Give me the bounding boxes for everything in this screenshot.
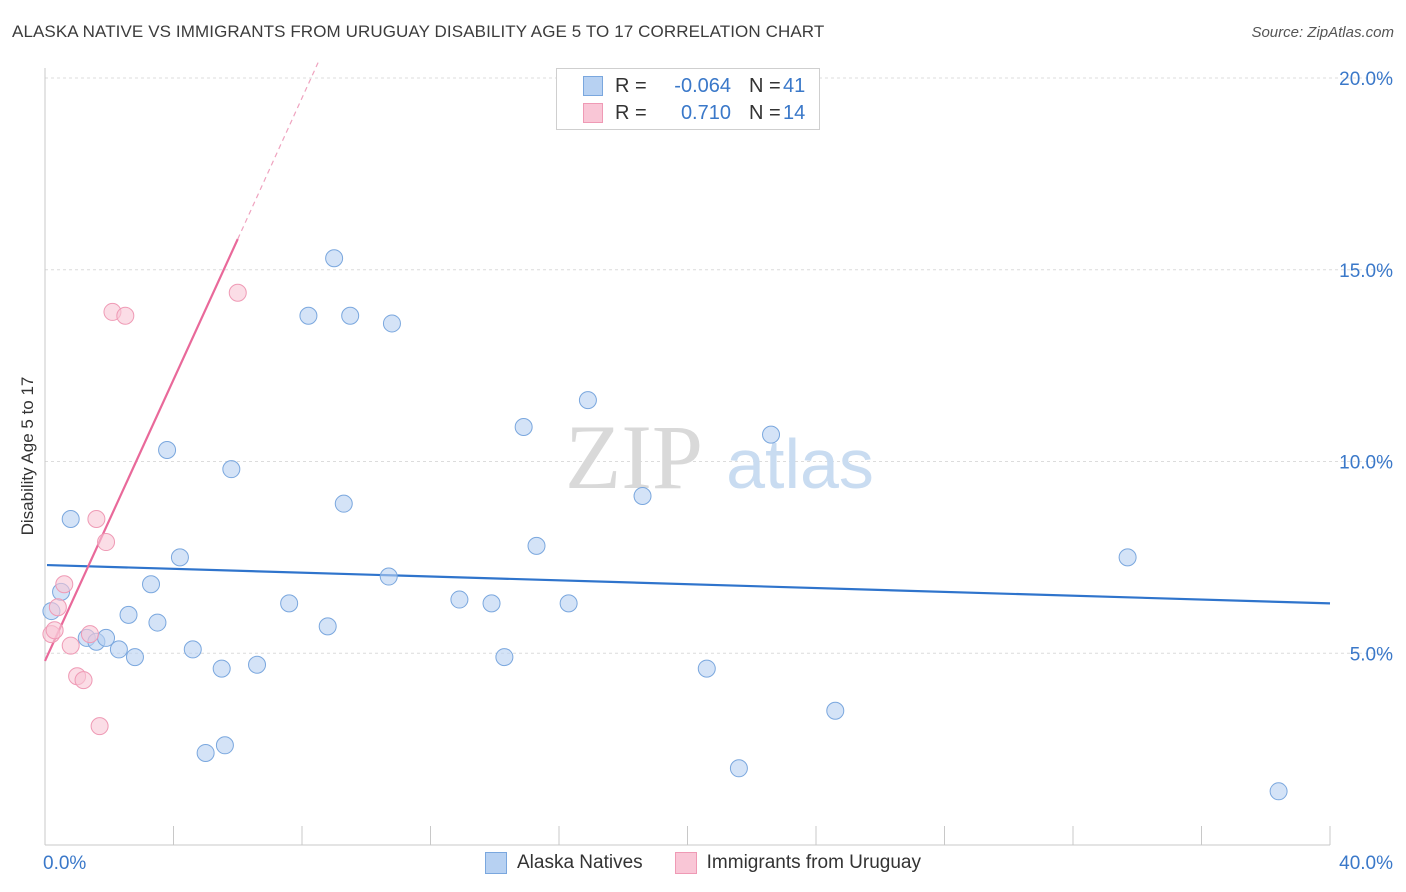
point-alaska [248, 655, 267, 674]
point-alaska [215, 736, 234, 755]
point-alaska [379, 567, 398, 586]
point-alaska [61, 510, 80, 529]
legend-label-uruguay: Immigrants from Uruguay [706, 852, 921, 873]
point-alaska [125, 648, 144, 667]
point-alaska [729, 759, 748, 778]
point-alaska [482, 594, 501, 613]
legend-row-alaska: R = -0.064 N = 41 [557, 74, 805, 98]
point-alaska [495, 648, 514, 667]
point-uruguay [61, 636, 80, 655]
point-alaska [142, 575, 161, 594]
trend-lines [43, 62, 1331, 662]
point-alaska [826, 701, 845, 720]
legend-swatch-alaska [583, 76, 603, 96]
series-legend: Alaska Natives Immigrants from Uruguay [0, 852, 1406, 874]
legend-r-label: R = [615, 101, 647, 124]
legend-item-alaska: Alaska Natives [484, 852, 643, 874]
point-alaska [450, 590, 469, 609]
y-tick-label: 10.0% [1339, 453, 1393, 474]
point-alaska [559, 594, 578, 613]
point-uruguay [97, 533, 116, 552]
point-alaska [341, 306, 360, 325]
y-tick-label: 5.0% [1350, 644, 1393, 665]
point-uruguay [74, 671, 93, 690]
source-label: Source: ZipAtlas.com [1251, 24, 1394, 41]
legend-r-value: -0.064 [674, 74, 731, 97]
point-uruguay [228, 283, 247, 302]
legend-n-label: N = [749, 74, 781, 97]
point-uruguay [48, 598, 67, 617]
point-alaska [1269, 782, 1288, 801]
point-uruguay [116, 306, 135, 325]
data-points [42, 249, 1288, 801]
legend-swatch-alaska [484, 852, 507, 874]
point-alaska [158, 440, 177, 459]
trend-line-alaska [46, 563, 1331, 605]
point-alaska [109, 640, 128, 659]
y-tick-label: 20.0% [1339, 69, 1393, 90]
legend-r-label: R = [615, 74, 647, 97]
watermark-zip: ZIP [565, 406, 703, 508]
correlation-legend: R = -0.064 N = 41 R = 0.710 N = 14 [556, 68, 820, 130]
point-alaska [697, 659, 716, 678]
watermark-atlas: atlas [726, 425, 874, 503]
legend-r-value: 0.710 [680, 101, 731, 124]
axes [44, 68, 1331, 846]
legend-swatch-uruguay [674, 852, 697, 874]
point-alaska [578, 391, 597, 410]
point-uruguay [90, 717, 109, 736]
point-alaska [170, 548, 189, 567]
legend-label-alaska: Alaska Natives [516, 852, 643, 873]
point-uruguay [45, 621, 64, 640]
point-alaska [633, 487, 652, 506]
chart-title: ALASKA NATIVE VS IMMIGRANTS FROM URUGUAY… [12, 22, 825, 41]
point-alaska [1118, 548, 1137, 567]
point-alaska [212, 659, 231, 678]
point-alaska [762, 425, 781, 444]
trend-line-uruguay [43, 238, 239, 662]
point-alaska [196, 743, 215, 762]
point-alaska [148, 613, 167, 632]
legend-n-label: N = [749, 101, 781, 124]
point-alaska [119, 605, 138, 624]
legend-swatch-uruguay [583, 103, 603, 123]
y-tick-label: 15.0% [1339, 261, 1393, 282]
tick-labels: 5.0% 10.0% 15.0% 20.0% 0.0% 40.0% [43, 69, 1393, 874]
point-alaska [318, 617, 337, 636]
point-alaska [183, 640, 202, 659]
x-tick-label: 40.0% [1339, 853, 1393, 874]
point-alaska [299, 306, 318, 325]
point-alaska [514, 417, 533, 436]
point-alaska [325, 249, 344, 268]
legend-row-uruguay: R = 0.710 N = 14 [557, 101, 805, 125]
legend-item-uruguay: Immigrants from Uruguay [674, 852, 921, 874]
x-tick-label: 0.0% [43, 853, 86, 874]
point-alaska [382, 314, 401, 333]
point-alaska [334, 494, 353, 513]
point-uruguay [87, 510, 106, 529]
point-uruguay [55, 575, 74, 594]
grid-lines [45, 77, 1392, 654]
legend-n-value: 41 [783, 74, 806, 97]
point-alaska [527, 536, 546, 555]
point-alaska [222, 460, 241, 479]
legend-n-value: 14 [783, 101, 806, 124]
point-uruguay [80, 625, 99, 644]
point-alaska [280, 594, 299, 613]
trend-line-uruguay-extension [237, 62, 319, 240]
